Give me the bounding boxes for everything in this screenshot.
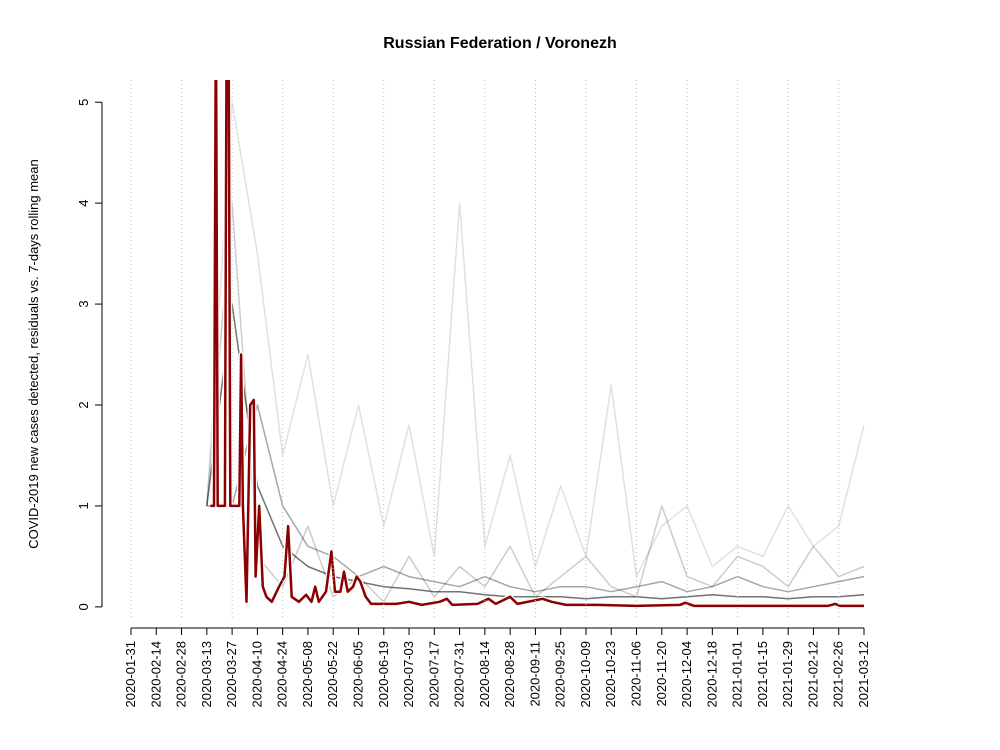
x-tick-label: 2020-12-18 — [704, 641, 719, 708]
x-tick-label: 2020-04-10 — [249, 641, 264, 708]
y-tick-label: 4 — [76, 200, 91, 207]
x-tick-label: 2020-11-20 — [654, 641, 669, 707]
x-tick-label: 2021-03-12 — [856, 641, 871, 708]
x-tick-label: 2021-01-15 — [755, 641, 770, 708]
y-tick-label: 2 — [76, 401, 91, 408]
x-tick-label: 2020-04-24 — [275, 641, 290, 708]
x-tick-label: 2020-08-28 — [502, 641, 517, 708]
x-tick-label: 2020-02-14 — [148, 641, 163, 708]
x-tick-label: 2020-10-09 — [578, 641, 593, 708]
x-tick-label: 2020-07-31 — [452, 641, 467, 708]
plot-area — [206, 80, 865, 609]
x-tick-label: 2021-02-26 — [831, 641, 846, 708]
x-tick-label: 2020-09-11 — [527, 641, 542, 707]
x-tick-label: 2020-06-05 — [350, 641, 365, 708]
x-tick-label: 2021-02-12 — [805, 641, 820, 708]
x-tick-label: 2020-05-22 — [325, 641, 340, 708]
x-tick-label: 2020-11-06 — [629, 641, 644, 707]
x-tick-label: 2020-10-23 — [603, 641, 618, 708]
y-tick-label: 5 — [76, 99, 91, 106]
y-tick-label: 3 — [76, 300, 91, 307]
y-tick-label: 1 — [76, 502, 91, 509]
x-tick-label: 2020-09-25 — [553, 641, 568, 708]
x-tick-label: 2020-03-13 — [199, 641, 214, 708]
chart-title: Russian Federation / Voronezh — [383, 35, 617, 52]
x-tick-label: 2020-06-19 — [376, 641, 391, 708]
x-tick-label: 2020-07-03 — [401, 641, 416, 708]
x-tick-label: 2020-05-08 — [300, 641, 315, 708]
y-axis-label: COVID-2019 new cases detected, residuals… — [26, 159, 41, 548]
x-tick-label: 2020-12-04 — [679, 641, 694, 708]
x-tick-label: 2020-02-28 — [174, 641, 189, 708]
x-tick-label: 2020-03-27 — [224, 641, 239, 708]
line — [206, 101, 865, 578]
line-halo — [210, 80, 864, 609]
x-tick-label: 2020-07-17 — [426, 641, 441, 708]
line — [206, 404, 865, 593]
x-tick-label: 2020-01-31 — [123, 641, 138, 708]
x-tick-label: 2021-01-01 — [730, 641, 745, 708]
y-tick-label: 0 — [76, 603, 91, 610]
x-tick-label: 2020-08-14 — [477, 641, 492, 708]
x-tick-label: 2021-01-29 — [780, 641, 795, 708]
line — [210, 80, 864, 608]
